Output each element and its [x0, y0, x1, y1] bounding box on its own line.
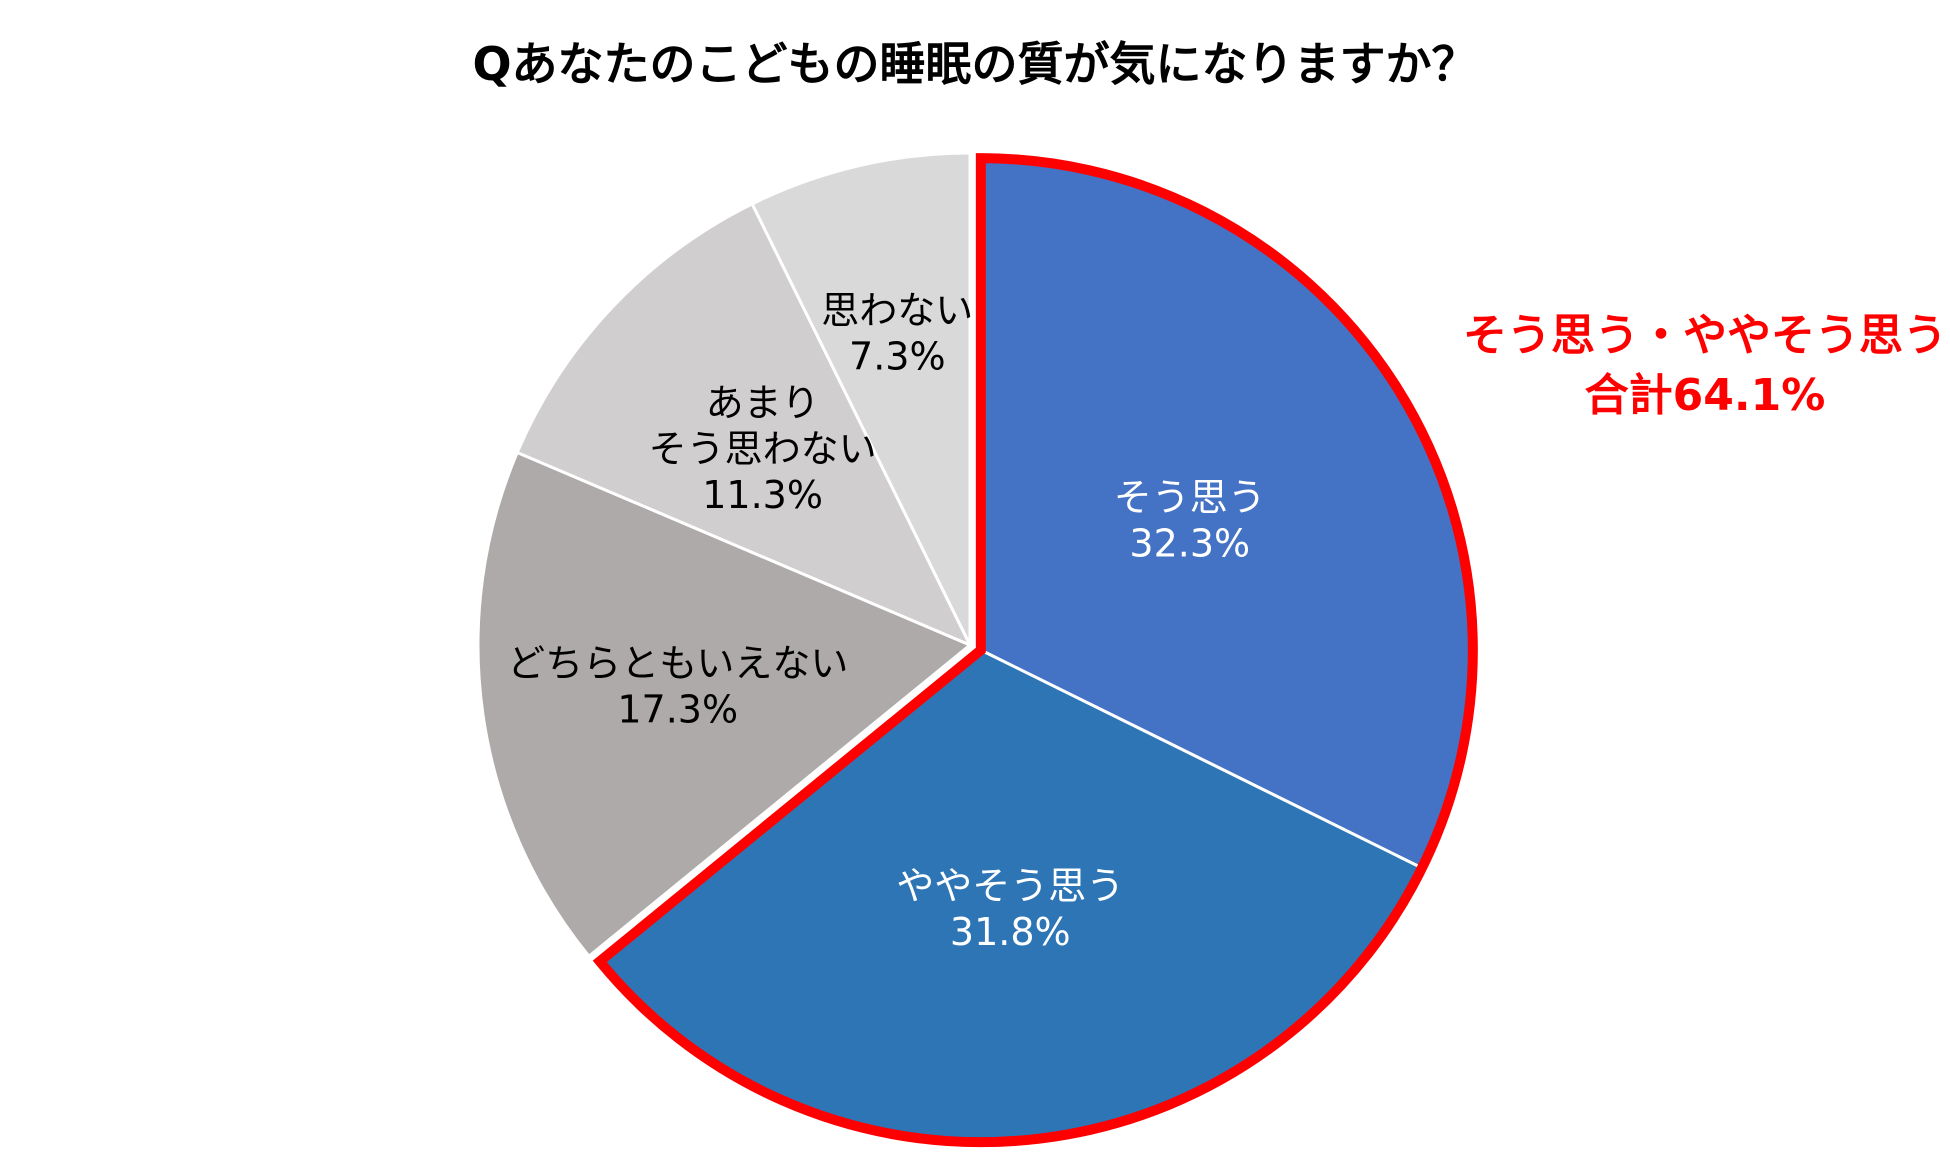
slice-category-label: そう思う	[1114, 475, 1266, 519]
slice-category-label: ややそう思う	[896, 864, 1124, 908]
slice-category-label: どちらともいえない	[507, 642, 848, 686]
slice-category-label: そう思わない	[649, 427, 877, 471]
slice-value-label: 7.3%	[849, 335, 946, 379]
pie-slice-3	[515, 201, 974, 648]
labels-layer: そう思う32.3%ややそう思う31.8%どちらともいえない17.3%あまりそう思…	[507, 289, 1266, 955]
pie-slice-4	[750, 151, 972, 646]
callout-line2: 合計64.1%	[1585, 370, 1826, 421]
slice-category-label: あまり	[706, 381, 820, 425]
slice-value-label: 17.3%	[617, 688, 738, 732]
slice-value-label: 32.3%	[1129, 521, 1250, 565]
chart-title: Qあなたのこどもの睡眠の質が気になりますか？	[472, 37, 1477, 91]
slice-value-label: 31.8%	[950, 910, 1071, 954]
slices-layer	[476, 151, 1475, 1144]
callout-line1: そう思う・ややそう思う	[1463, 310, 1947, 361]
slice-category-label: 思わない	[821, 289, 973, 333]
slice-value-label: 11.3%	[702, 473, 823, 517]
pie-slice-2	[476, 450, 973, 959]
callout: そう思う・ややそう思う 合計64.1%	[1463, 310, 1947, 421]
highlight-outline	[592, 153, 1478, 1148]
highlight-layer	[592, 153, 1478, 1148]
